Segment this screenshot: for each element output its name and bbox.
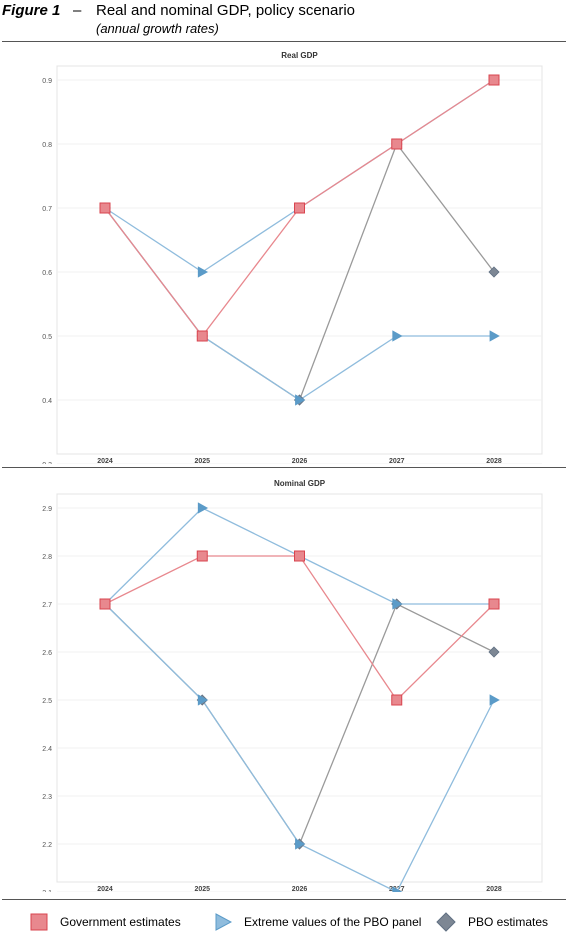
nominal-gdp-point-extreme-low-2027 bbox=[392, 886, 403, 892]
real-gdp-point-pbo-2028 bbox=[488, 266, 500, 278]
nominal-gdp-point-extreme-high-2027 bbox=[392, 598, 403, 610]
figure-title: Real and nominal GDP, policy scenario bbox=[96, 2, 356, 19]
bottom-divider bbox=[2, 899, 566, 900]
real-gdp-point-government-2027 bbox=[391, 138, 403, 150]
real-gdp-y-tick-label: 0.7 bbox=[42, 206, 52, 213]
real-gdp-y-tick-label: 0.6 bbox=[42, 270, 52, 277]
real-gdp-chart-title: Real GDP bbox=[281, 51, 318, 60]
diamond-marker-icon bbox=[436, 912, 456, 932]
legend-item-government: Government estimates bbox=[30, 908, 181, 936]
real-gdp-plot-area bbox=[56, 65, 543, 455]
nominal-gdp-y-tick-label: 2.4 bbox=[42, 746, 52, 753]
real-gdp-y-tick-label: 0.9 bbox=[42, 78, 52, 85]
real-gdp-x-tick-label: 2026 bbox=[292, 458, 308, 464]
nominal-gdp-y-tick-label: 2.5 bbox=[42, 698, 52, 705]
nominal-gdp-y-tick-label: 2.7 bbox=[42, 602, 52, 609]
legend-label-government: Government estimates bbox=[60, 915, 181, 929]
figure-header: Figure 1 – Real and nominal GDP, policy … bbox=[0, 0, 568, 40]
nominal-gdp-point-extreme-low-2025 bbox=[197, 694, 209, 706]
top-divider bbox=[2, 41, 566, 42]
nominal-gdp-point-government-2026 bbox=[294, 550, 305, 562]
real-gdp-point-extreme-low-2026 bbox=[295, 394, 306, 406]
nominal-gdp-point-government-2024 bbox=[99, 598, 111, 610]
real-gdp-y-tick-label: 0.5 bbox=[42, 334, 52, 341]
real-gdp-x-tick-label: 2024 bbox=[97, 458, 113, 464]
nominal-gdp-y-tick-label: 2.2 bbox=[42, 842, 52, 849]
nominal-gdp-x-tick-label: 2028 bbox=[486, 886, 502, 892]
nominal-gdp-x-tick-label: 2025 bbox=[194, 886, 210, 892]
real-gdp-point-extreme-low-2027 bbox=[392, 330, 403, 342]
real-gdp-point-extreme-low-2028 bbox=[489, 330, 500, 342]
real-gdp-y-tick-label: 0.4 bbox=[42, 398, 52, 405]
nominal-gdp-point-government-2025 bbox=[196, 550, 208, 562]
square-marker-icon bbox=[30, 913, 48, 931]
nominal-gdp-point-extreme-low-2028 bbox=[489, 694, 500, 706]
real-gdp-point-government-2024 bbox=[99, 202, 111, 214]
nominal-gdp-point-extreme-low-2026 bbox=[295, 838, 306, 850]
real-gdp-x-tick-label: 2025 bbox=[194, 458, 210, 464]
legend: Government estimates Extreme values of t… bbox=[0, 902, 568, 942]
nominal-gdp-point-pbo-2028 bbox=[488, 646, 500, 658]
nominal-gdp-x-tick-label: 2026 bbox=[292, 886, 308, 892]
real-gdp-y-tick-label: 0.8 bbox=[42, 142, 52, 149]
real-gdp-point-extreme-high-2025 bbox=[197, 266, 209, 278]
figure-dash: – bbox=[73, 2, 82, 19]
nominal-gdp-y-tick-label: 2.9 bbox=[42, 506, 52, 513]
real-gdp-y-tick-label: 0.3 bbox=[42, 462, 52, 464]
real-gdp-x-tick-label: 2027 bbox=[389, 458, 405, 464]
real-gdp-point-government-2028 bbox=[488, 74, 500, 86]
figure-subtitle: (annual growth rates) bbox=[96, 21, 219, 36]
real-gdp-point-government-2026 bbox=[294, 202, 305, 214]
legend-label-extreme: Extreme values of the PBO panel bbox=[244, 915, 422, 929]
nominal-gdp-point-extreme-high-2025 bbox=[197, 502, 209, 514]
nominal-gdp-point-government-2028 bbox=[488, 598, 500, 610]
real-gdp-point-government-2025 bbox=[196, 330, 208, 342]
nominal-gdp-y-tick-label: 2.6 bbox=[42, 650, 52, 657]
nominal-gdp-point-government-2027 bbox=[391, 694, 403, 706]
legend-item-extreme: Extreme values of the PBO panel bbox=[214, 908, 421, 936]
legend-label-pbo: PBO estimates bbox=[468, 915, 549, 929]
triangle-marker-icon bbox=[215, 913, 232, 931]
real-gdp-x-tick-label: 2028 bbox=[486, 458, 502, 464]
nominal-gdp-x-tick-label: 2024 bbox=[97, 886, 113, 892]
middle-divider bbox=[2, 467, 566, 468]
figure-label: Figure 1 bbox=[2, 2, 61, 19]
nominal-gdp-y-tick-label: 2.1 bbox=[42, 890, 52, 892]
nominal-gdp-chart: Nominal GDP 2.1 2.2 2.3 2.4 2.5 2.6 2.7 2.8 2.9 20… bbox=[42, 479, 543, 892]
real-gdp-chart: Real GDP 0.3 0.4 0.5 0.6 0.7 0.8 0.9 2024 2025 202… bbox=[42, 51, 543, 464]
nominal-gdp-chart-title: Nominal GDP bbox=[274, 479, 326, 488]
nominal-gdp-y-tick-label: 2.8 bbox=[42, 554, 52, 561]
nominal-gdp-y-tick-label: 2.3 bbox=[42, 794, 52, 801]
legend-item-pbo: PBO estimates bbox=[436, 908, 548, 936]
